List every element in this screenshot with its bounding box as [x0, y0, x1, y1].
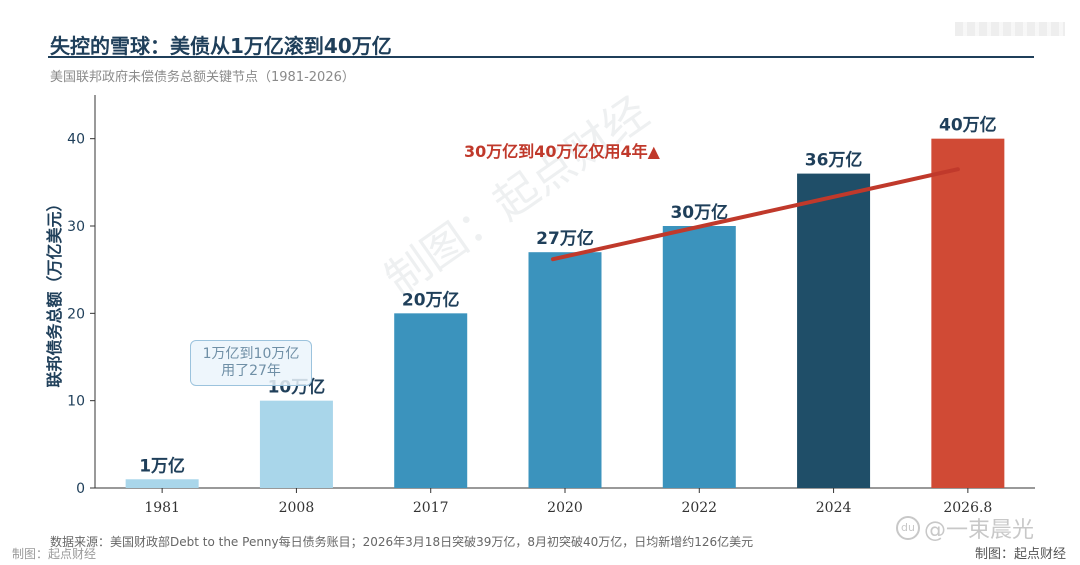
data-label: 30万亿 — [670, 202, 728, 223]
y-axis-label: 联邦债务总额（万亿美元） — [45, 195, 64, 387]
x-tick-label: 2008 — [279, 500, 315, 516]
weibo-icon: du — [896, 516, 920, 540]
data-label: 1万亿 — [139, 455, 185, 476]
bar-1981 — [125, 479, 199, 488]
bar-2024 — [797, 173, 871, 488]
data-label: 40万亿 — [939, 115, 997, 136]
y-tick-label: 40 — [67, 132, 85, 148]
x-tick-label: 2024 — [816, 500, 852, 516]
top-right-watermark-strip — [955, 22, 1065, 36]
x-tick-label: 2022 — [681, 500, 717, 516]
data-label: 36万亿 — [805, 150, 863, 171]
data-label: 27万亿 — [536, 228, 594, 249]
x-tick-label: 2026.8 — [943, 500, 992, 516]
y-tick-label: 0 — [76, 481, 85, 497]
bar-2022 — [662, 226, 736, 488]
trend-line — [551, 167, 960, 262]
bar-2017 — [394, 313, 468, 488]
data-source-note: 数据来源：美国财政部Debt to the Penny每日债务账目；2026年3… — [50, 535, 754, 549]
credit-left: 制图：起点财经 — [12, 547, 97, 561]
y-tick-label: 30 — [67, 219, 85, 235]
weibo-handle: @一束晨光 — [924, 518, 1035, 543]
x-tick-label: 2020 — [547, 500, 583, 516]
callout-line-2: 用了27年 — [221, 363, 281, 379]
callout-box: 1万亿到10万亿 用了27年 — [190, 340, 312, 386]
bar-2020 — [528, 252, 602, 488]
data-label: 20万亿 — [402, 289, 460, 310]
chart-title: 失控的雪球：美债从1万亿滚到40万亿 — [50, 34, 392, 58]
bar-2026.8 — [931, 138, 1005, 488]
x-tick-label: 2017 — [413, 500, 449, 516]
chart-subtitle: 美国联邦政府未偿债务总额关键节点（1981-2026） — [50, 70, 355, 85]
callout-line-1: 1万亿到10万亿 — [202, 346, 300, 362]
trend-annotation: 30万亿到40万亿仅用4年▲ — [464, 142, 660, 161]
credit-right: 制图：起点财经 — [974, 547, 1066, 562]
x-tick-label: 1981 — [144, 500, 180, 516]
bar-2008 — [259, 400, 333, 488]
title-divider — [48, 56, 1034, 58]
weibo-watermark: du @一束晨光 — [896, 512, 1034, 544]
y-tick-label: 10 — [67, 394, 85, 410]
y-tick-label: 20 — [67, 306, 85, 322]
